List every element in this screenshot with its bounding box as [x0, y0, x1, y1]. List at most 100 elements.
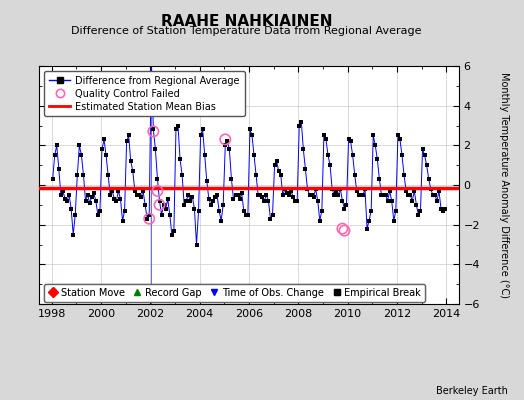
Point [172, 126, 180, 133]
Point [315, 218, 324, 224]
Point [112, 198, 121, 204]
Point [375, 176, 384, 182]
Text: Berkeley Earth: Berkeley Earth [436, 386, 508, 396]
Point [108, 188, 116, 194]
Point [49, 176, 57, 182]
Point [161, 206, 170, 212]
Point [155, 202, 163, 208]
Point [332, 188, 341, 194]
Point [233, 192, 242, 198]
Point [155, 198, 163, 204]
Point [75, 142, 83, 148]
Point [223, 138, 232, 144]
Point [92, 198, 100, 204]
Point [340, 228, 348, 234]
Point [149, 126, 158, 133]
Y-axis label: Monthly Temperature Anomaly Difference (°C): Monthly Temperature Anomaly Difference (… [499, 72, 509, 298]
Point [199, 126, 207, 133]
Point [301, 166, 310, 172]
Point [389, 218, 398, 224]
Point [272, 158, 281, 164]
Point [248, 132, 256, 139]
Point [344, 136, 353, 142]
Point [412, 202, 421, 208]
Point [194, 208, 203, 214]
Point [330, 192, 339, 198]
Point [230, 196, 238, 202]
Point [141, 202, 149, 208]
Point [123, 138, 131, 144]
Point [254, 192, 263, 198]
Point [279, 192, 287, 198]
Point [268, 212, 277, 218]
Point [420, 152, 429, 158]
Point [346, 138, 355, 144]
Point [367, 208, 375, 214]
Point [201, 152, 209, 158]
Point [340, 206, 348, 212]
Point [400, 172, 408, 178]
Point [406, 192, 414, 198]
Point [235, 196, 244, 202]
Point [297, 118, 305, 125]
Point [52, 142, 61, 148]
Point [126, 158, 135, 164]
Point [203, 178, 211, 184]
Point [196, 132, 205, 139]
Point [190, 206, 199, 212]
Point [246, 126, 254, 133]
Point [338, 198, 346, 204]
Point [239, 208, 248, 214]
Point [213, 192, 221, 198]
Point [422, 162, 431, 168]
Point [281, 186, 289, 192]
Point [125, 132, 133, 139]
Point [102, 152, 110, 158]
Point [391, 208, 400, 214]
Point [98, 146, 106, 152]
Point [291, 198, 299, 204]
Text: Difference of Station Temperature Data from Regional Average: Difference of Station Temperature Data f… [71, 26, 421, 36]
Point [305, 192, 314, 198]
Point [293, 198, 301, 204]
Point [250, 152, 258, 158]
Point [361, 186, 369, 192]
Point [85, 200, 94, 206]
Point [94, 212, 102, 218]
Point [326, 162, 334, 168]
Point [106, 192, 114, 198]
Point [206, 202, 215, 208]
Point [244, 212, 252, 218]
Legend: Station Move, Record Gap, Time of Obs. Change, Empirical Break: Station Move, Record Gap, Time of Obs. C… [44, 284, 425, 302]
Point [381, 192, 390, 198]
Text: RAAHE NAHKIAINEN: RAAHE NAHKIAINEN [160, 14, 332, 29]
Point [437, 206, 445, 212]
Point [359, 192, 367, 198]
Point [145, 212, 154, 218]
Point [54, 166, 63, 172]
Point [242, 212, 250, 218]
Point [166, 212, 174, 218]
Point [386, 188, 394, 194]
Point [371, 142, 379, 148]
Point [135, 192, 143, 198]
Point [133, 192, 141, 198]
Point [145, 216, 154, 222]
Point [57, 192, 65, 198]
Point [231, 192, 239, 198]
Point [320, 132, 328, 139]
Point [114, 188, 123, 194]
Point [308, 192, 316, 198]
Point [416, 208, 424, 214]
Point [402, 188, 410, 194]
Point [427, 186, 435, 192]
Point [221, 136, 230, 142]
Point [303, 186, 312, 192]
Point [318, 208, 326, 214]
Point [116, 196, 125, 202]
Point [65, 192, 73, 198]
Point [163, 196, 172, 202]
Point [342, 202, 351, 208]
Point [237, 190, 246, 196]
Point [373, 156, 381, 162]
